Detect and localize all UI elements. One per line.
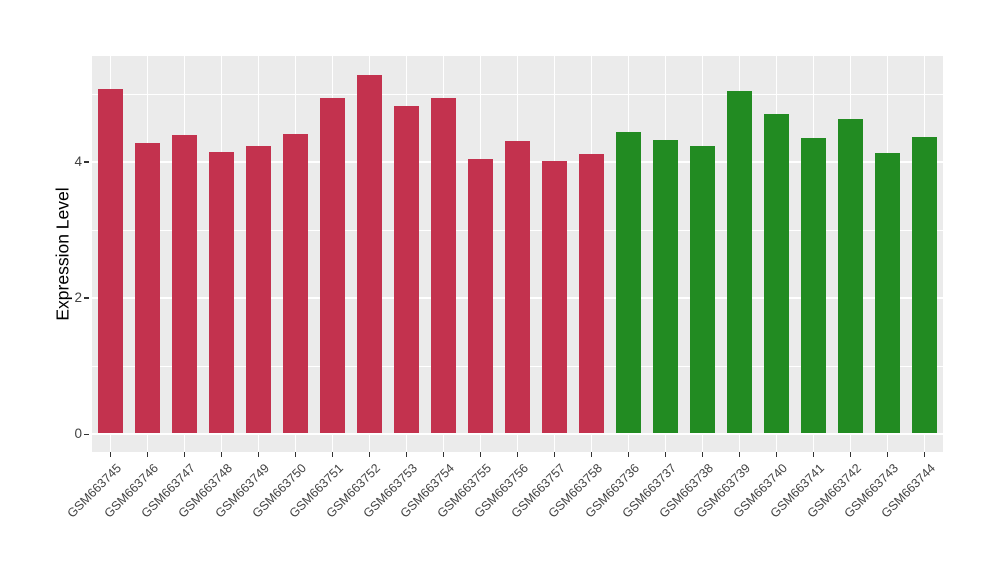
x-tick-mark xyxy=(183,452,186,457)
bar-GSM663755 xyxy=(467,159,494,434)
bar-GSM663753 xyxy=(393,106,420,434)
x-tick-mark xyxy=(775,452,778,457)
bar-GSM663742 xyxy=(837,118,864,434)
bar-GSM663750 xyxy=(282,134,309,434)
x-tick-mark xyxy=(331,452,334,457)
bar-GSM663743 xyxy=(874,152,901,434)
bar-GSM663756 xyxy=(504,141,531,434)
plot-panel xyxy=(92,56,943,452)
bar-GSM663740 xyxy=(763,113,790,434)
x-tick-mark xyxy=(368,452,371,457)
bar-GSM663757 xyxy=(541,161,568,434)
x-tick-mark xyxy=(590,452,593,457)
x-tick-mark xyxy=(701,452,704,457)
x-tick-mark xyxy=(146,452,149,457)
bar-GSM663747 xyxy=(171,134,198,434)
bar-GSM663746 xyxy=(134,143,161,434)
y-tick-mark xyxy=(84,161,89,163)
bar-GSM663737 xyxy=(652,140,679,434)
x-tick-mark xyxy=(923,452,926,457)
y-tick-label: 4 xyxy=(74,154,82,170)
bar-GSM663751 xyxy=(319,98,346,434)
x-tick-mark xyxy=(442,452,445,457)
bar-GSM663738 xyxy=(689,145,716,434)
y-tick-label: 0 xyxy=(74,426,82,442)
x-tick-mark xyxy=(627,452,630,457)
x-tick-mark xyxy=(812,452,815,457)
x-tick-mark xyxy=(405,452,408,457)
x-tick-mark xyxy=(220,452,223,457)
bar-GSM663758 xyxy=(578,153,605,434)
x-tick-mark xyxy=(516,452,519,457)
bar-GSM663752 xyxy=(356,75,383,434)
x-tick-mark xyxy=(738,452,741,457)
bar-GSM663739 xyxy=(726,91,753,434)
y-tick-mark xyxy=(84,433,89,436)
x-tick-mark xyxy=(294,452,297,457)
bar-GSM663741 xyxy=(800,137,827,434)
x-tick-mark xyxy=(257,452,260,457)
x-tick-mark xyxy=(109,452,112,457)
x-tick-mark xyxy=(479,452,482,457)
bar-GSM663736 xyxy=(615,131,642,434)
bar-GSM663744 xyxy=(911,136,938,434)
bar-GSM663745 xyxy=(97,88,124,434)
y-tick-mark xyxy=(84,297,89,300)
x-tick-mark xyxy=(886,452,889,457)
bar-GSM663748 xyxy=(208,151,235,434)
bar-GSM663749 xyxy=(245,145,272,434)
y-tick-label: 2 xyxy=(74,290,82,306)
x-tick-mark xyxy=(553,452,556,457)
x-tick-mark xyxy=(664,452,667,457)
bar-GSM663754 xyxy=(430,98,457,434)
x-tick-mark xyxy=(849,452,852,457)
